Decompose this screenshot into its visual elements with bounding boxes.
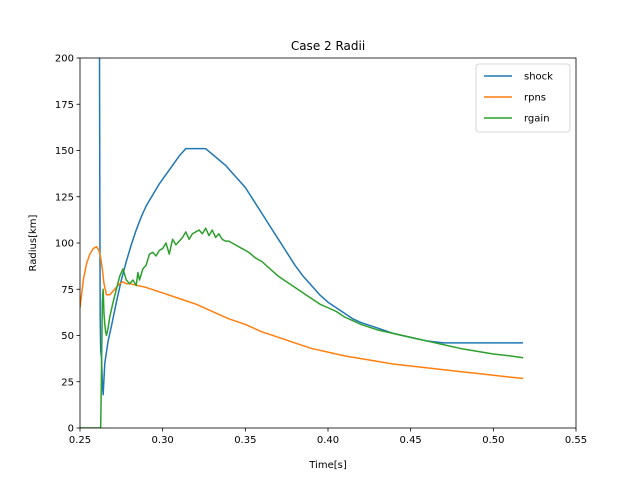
y-tick-label: 200 [55, 54, 74, 65]
x-tick-label: 0.35 [234, 435, 256, 446]
legend-box [475, 63, 571, 133]
y-tick-label: 0 [68, 424, 74, 435]
x-tick-label: 0.30 [152, 435, 174, 446]
y-axis-ticks: 0 25 50 75 100 125 150 175 200 [55, 54, 80, 435]
series-line-shock [98, 58, 524, 396]
legend: shock rpns rgain [475, 63, 571, 133]
series-line-rpns [80, 245, 524, 380]
x-tick-label: 0.40 [317, 435, 339, 446]
x-axis-label: Time[s] [308, 460, 347, 471]
x-tick-label: 0.50 [482, 435, 504, 446]
legend-label-rgain: rgain [524, 114, 550, 125]
legend-label-shock: shock [524, 72, 553, 83]
y-tick-label: 50 [61, 331, 74, 342]
series-layer [80, 58, 524, 428]
x-axis-ticks: 0.25 0.30 0.35 0.40 0.45 0.50 0.55 [69, 428, 587, 446]
y-tick-label: 175 [55, 100, 74, 111]
y-axis-label: Radius[km] [28, 214, 39, 271]
y-tick-label: 150 [55, 146, 74, 157]
x-tick-label: 0.25 [69, 435, 91, 446]
chart-title: Case 2 Radii [291, 39, 365, 53]
y-tick-label: 125 [55, 192, 74, 203]
x-tick-label: 0.55 [565, 435, 587, 446]
series-line-rgain [80, 227, 524, 428]
y-tick-label: 25 [61, 377, 74, 388]
y-tick-label: 75 [61, 285, 74, 296]
x-tick-label: 0.45 [400, 435, 422, 446]
legend-label-rpns: rpns [524, 93, 546, 104]
y-tick-label: 100 [55, 239, 74, 250]
